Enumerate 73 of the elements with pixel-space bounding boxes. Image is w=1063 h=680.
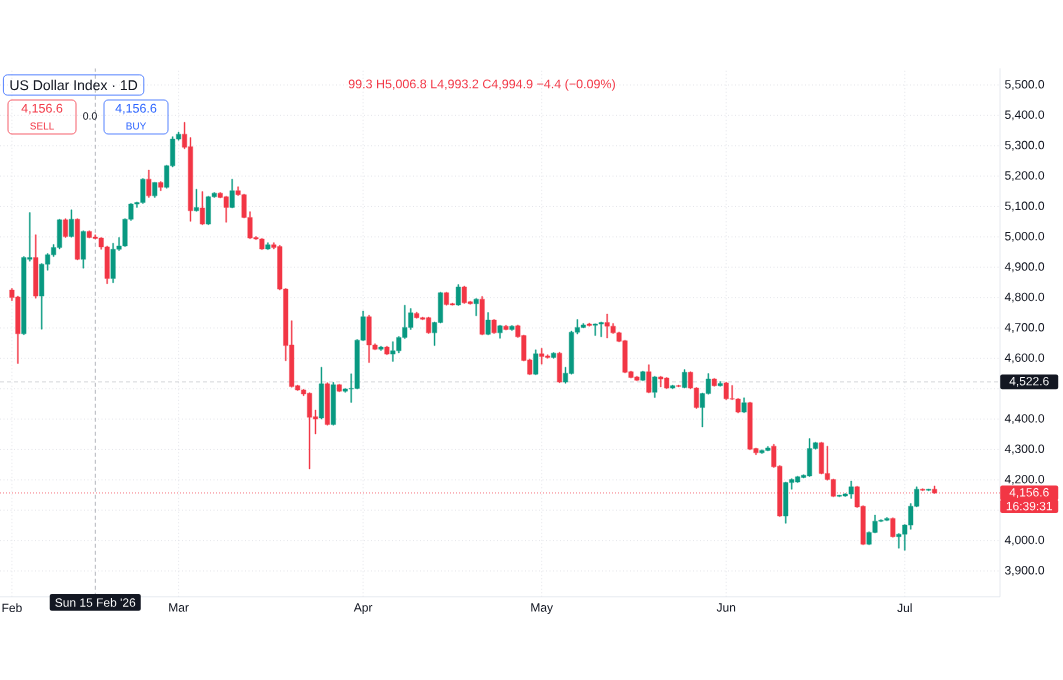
candlestick (497, 325, 503, 339)
candlestick (199, 191, 205, 225)
candlestick (229, 178, 235, 209)
y-tick-label: 4,700.0 (1004, 323, 1045, 333)
y-tick-label: 4,900.0 (1004, 262, 1045, 273)
ref-line-label: 4,156.6 (1009, 488, 1049, 498)
y-tick-label: 4,400.0 (1004, 414, 1045, 425)
text: US Dollar Index · 1D (10, 79, 138, 91)
y-tick-label: 5,000.0 (1005, 231, 1045, 242)
candlestick (324, 382, 330, 426)
candlestick (33, 234, 39, 299)
candlestick (336, 383, 342, 392)
annotation: 4,156.6 (115, 103, 157, 115)
ref-line-label: Sun 15 Feb '26 (55, 597, 136, 607)
x-tick-label: Feb (2, 603, 22, 613)
candlestick (330, 382, 336, 426)
candlestick (193, 188, 199, 212)
text: 16:39:31 (1006, 501, 1052, 511)
candlestick (533, 349, 539, 375)
y-tick-label: 4,200.0 (1004, 474, 1045, 485)
candlestick (509, 325, 515, 331)
y-tick-label: 5,300.0 (1005, 140, 1045, 151)
candlestick (479, 296, 485, 336)
x-tick-label: Jun (716, 603, 736, 612)
candlestick (68, 209, 74, 238)
y-tick-label: 5,500.0 (1005, 80, 1045, 90)
y-tick-label: 4,000.0 (1004, 535, 1045, 546)
candlestick (491, 319, 497, 334)
candlestick (926, 488, 932, 491)
y-tick-label: 3,900.0 (1005, 566, 1045, 576)
candlestick (741, 397, 747, 413)
y-tick-label: 5,100.0 (1005, 201, 1045, 212)
candlestick (640, 370, 646, 382)
candlestick (682, 369, 687, 389)
y-tick-label: 4,300.0 (1004, 444, 1045, 455)
annotation: BUY (126, 122, 147, 130)
candlestick (378, 346, 384, 351)
annotation: SELL (30, 122, 54, 130)
y-tick-label: 5,400.0 (1005, 110, 1045, 121)
candlestick (557, 352, 562, 383)
candlestick (551, 352, 557, 359)
candlestick (74, 218, 80, 261)
candlestick (503, 325, 509, 331)
annotation: 99.3 H5,006.8 L4,993.2 C4,994.9 −4.4 (−0.09%) (348, 79, 615, 91)
x-tick-label: Mar (169, 603, 189, 612)
candlestick (676, 384, 682, 388)
x-tick-label: Jul (897, 603, 912, 613)
ref-line-label: 4,522.6 (1009, 376, 1049, 387)
candlestick (485, 312, 491, 336)
candlestick (586, 322, 592, 327)
annotation: 0.0 (83, 112, 97, 120)
y-tick-label: 4,800.0 (1004, 292, 1045, 303)
candlestick (265, 242, 271, 250)
candlestick (80, 230, 86, 269)
candlestick (63, 218, 68, 238)
candlestick (318, 366, 324, 420)
y-tick-label: 5,200.0 (1005, 171, 1045, 182)
candlestick (158, 181, 164, 191)
annotation: 4,156.6 (21, 103, 63, 115)
x-tick-label: May (531, 603, 553, 615)
candlestick (152, 181, 158, 198)
candlestick (652, 376, 658, 398)
candlestick (473, 298, 479, 317)
x-tick-label: Apr (353, 603, 373, 615)
candlestick (384, 346, 390, 355)
candlestick (890, 517, 896, 538)
candlestick (711, 378, 717, 387)
candlestick (717, 381, 723, 387)
candlestick (646, 364, 652, 394)
candlestick (455, 284, 461, 306)
candlestick (670, 384, 676, 389)
candlestick (146, 169, 152, 198)
y-tick-label: 4,600.0 (1004, 353, 1045, 364)
